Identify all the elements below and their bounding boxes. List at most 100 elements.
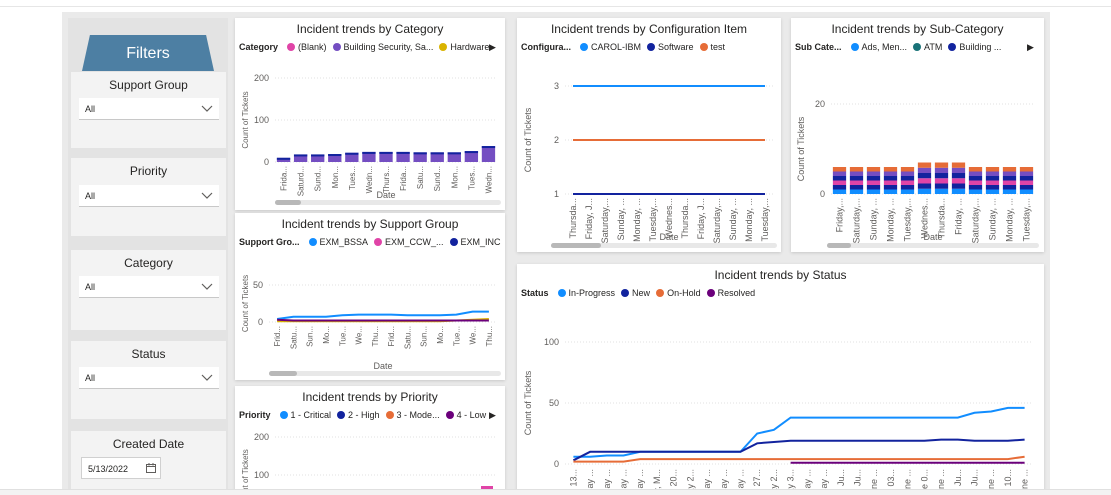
status-dropdown[interactable]: All [79,367,219,389]
horizontal-scrollbar[interactable] [827,243,1039,248]
x-tick-label: ay 3... [786,469,796,490]
x-tick-label: Sun... [306,326,315,347]
x-tick-label: Wednes... [920,198,930,238]
horizontal-scrollbar[interactable] [551,243,777,248]
legend-next-arrow[interactable]: ▶ [1027,42,1034,52]
start-date-input[interactable]: 5/13/2022 [81,457,161,479]
x-tick-label: 27... [752,469,762,487]
x-tick-label: Friday, J... [696,198,706,239]
x-tick-label: 13... [568,469,578,487]
legend-item: 4 - Low [456,410,487,420]
x-tick-label: Tuesday,... [760,198,770,242]
chart-legend[interactable]: Category (Blank) Building Security, Sa..… [239,42,489,52]
legend-next-arrow[interactable]: ▶ [489,410,496,420]
legend-marker [445,411,454,419]
legend-item: Resolved [717,288,756,298]
scrollbar-thumb[interactable] [275,200,301,205]
legend-marker [706,289,715,297]
series-line [572,438,1025,462]
bar-segment [832,167,847,172]
x-tick-label: Monday, ... [1005,198,1015,242]
bar-segment [1002,189,1017,194]
y-tick-label: 100 [254,470,269,480]
chart-card-status[interactable]: Incident trends by Status Status In-Prog… [517,264,1044,490]
x-tick-label: Tues... [348,166,357,190]
x-tick-label: Frid... [273,326,282,346]
slicer-title: Created Date [112,437,185,451]
bar [447,152,461,162]
chart-card-priority[interactable]: Incident trends by Priority Priority 1 -… [235,386,505,490]
scrollbar-thumb[interactable] [827,243,851,248]
legend-next-arrow[interactable]: ▶ [489,42,496,52]
x-tick-label: Tuesday,... [1022,198,1032,242]
scrollbar-thumb[interactable] [551,243,601,248]
legend-title: Configura... [521,42,571,52]
chart-card-category[interactable]: Incident trends by Category Category (Bl… [235,18,505,210]
bar-segment [934,167,949,173]
series-line [276,310,489,320]
y-tick-label: 200 [254,73,269,83]
bar-segment [1019,189,1034,194]
y-tick-label: 2 [554,135,559,145]
x-tick-label: ay, M... [652,469,662,490]
horizontal-scrollbar[interactable] [275,200,501,205]
scrollbar-thumb[interactable] [269,371,297,376]
bar-segment [917,162,932,168]
x-tick-label: Thu... [371,326,380,346]
x-axis-label: Date [376,190,395,200]
bar [396,151,410,162]
x-tick-label: Sund... [433,166,442,191]
x-tick-label: Satu... [403,326,412,349]
support-group-dropdown[interactable]: All [79,98,219,120]
chart-title: Incident trends by Support Group [281,217,459,231]
x-tick-label: Friday,... [835,198,845,232]
chart-card-configuration-item[interactable]: Incident trends by Configuration Item Co… [517,18,781,252]
chevron-down-icon [201,105,213,112]
dropdown-value: All [85,191,96,201]
bar-segment [985,185,1000,190]
chart-card-sub-category[interactable]: Incident trends by Sub-Category Sub Cate… [791,18,1044,252]
bar-segment [832,171,847,176]
chart-title: Incident trends by Sub-Category [831,22,1004,36]
x-tick-label: Wedn... [484,166,493,193]
chart-card-support-group[interactable]: Incident trends by Support Group Support… [235,213,505,380]
x-tick-label: Satu... [416,166,425,189]
legend-item: 2 - High [348,410,380,420]
chart-legend[interactable]: Configura... CAROL-IBM Software test [521,42,725,52]
calendar-icon[interactable] [146,463,156,473]
bar-segment [362,151,376,154]
dropdown-value: All [85,373,96,383]
chart-legend[interactable]: Support Gro... EXM_BSSA EXM_CCW_... EXM_… [239,237,501,247]
bar-segment [951,178,966,184]
horizontal-scrollbar[interactable] [269,371,501,376]
x-tick-label: une ... [1020,469,1030,490]
x-tick-label: ay ... [736,469,746,489]
bottom-bar [0,489,1111,495]
bar [328,154,342,162]
chart-plot: 20 0 Count of Tickets Date Friday,... Saturda… [796,99,1035,243]
x-tick-label: Wednes... [664,198,674,238]
legend-title: Sub Cate... [795,42,842,52]
bar-segment [832,176,847,181]
slicer-title: Priority [129,164,168,178]
bar-segment [934,188,949,194]
legend-marker [449,238,458,246]
bar-segment [985,180,1000,185]
bar-segment [968,185,983,190]
chart-legend[interactable]: Status In-Progress New On-Hold Resolved [521,288,755,298]
chart-legend[interactable]: Sub Cate... Ads, Men... ATM Building ... [795,42,1001,52]
x-tick-label: 03... [886,469,896,487]
legend-marker [287,43,296,51]
y-tick-label: 0 [264,157,269,167]
priority-dropdown[interactable]: All [79,185,219,207]
bar-segment [934,173,949,179]
bar-segment [900,185,915,190]
legend-item: 1 - Critical [290,410,332,420]
bar-segment [849,180,864,185]
chart-legend[interactable]: Priority 1 - Critical 2 - High 3 - Mode.… [239,410,486,420]
legend-item: Building Security, Sa... [343,42,434,52]
x-tick-label: Thursda... [937,198,947,239]
x-tick-label: Sunday, ... [616,198,626,240]
chevron-down-icon [201,192,213,199]
category-dropdown[interactable]: All [79,276,219,298]
